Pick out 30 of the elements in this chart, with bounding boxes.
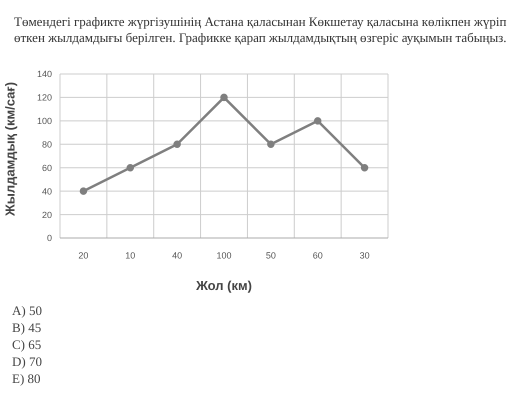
text: B) 45: [12, 319, 42, 336]
y-tick-label: 140: [36, 69, 52, 80]
x-tick-label: 10: [125, 250, 136, 260]
point: [80, 187, 88, 195]
point: [314, 117, 322, 125]
y-tick-label: 80: [42, 139, 52, 150]
x-tick-label: 50: [266, 250, 276, 260]
y-tick-label: 0: [46, 233, 52, 244]
text: A) 50: [12, 302, 42, 319]
y-tick-label: 100: [36, 116, 52, 126]
text: E) 80: [12, 370, 42, 387]
y-axis-title: Жылдамдық (км/сағ): [2, 82, 18, 217]
point: [360, 164, 368, 172]
y-tick-label: 20: [42, 210, 52, 220]
x-axis-title: Жол (км): [195, 278, 252, 293]
text: C) 65: [12, 336, 42, 353]
point: [267, 140, 275, 148]
point: [220, 94, 228, 102]
point: [126, 164, 134, 172]
y-tick-label: 60: [42, 162, 52, 173]
text: D) 70: [12, 353, 42, 370]
x-tick-label: 30: [360, 250, 370, 260]
x-tick-label: 40: [172, 250, 182, 260]
y-tick-label: 120: [36, 92, 52, 103]
chart-title: Төмендегі графикте жүргізушінің Астана қаласынан Көкшетау қаласына көлікпен жүріп өткен жылдамдығы берілген. Графикке қарап жылдамдықтың өзгеріс ауқымын табыңыз.: [14, 14, 508, 46]
x-tick-label: 100: [216, 250, 232, 260]
point: [173, 140, 181, 148]
x-tick-label: 60: [312, 250, 323, 260]
y-tick-label: 40: [42, 186, 52, 196]
x-tick-label: 20: [78, 250, 88, 260]
